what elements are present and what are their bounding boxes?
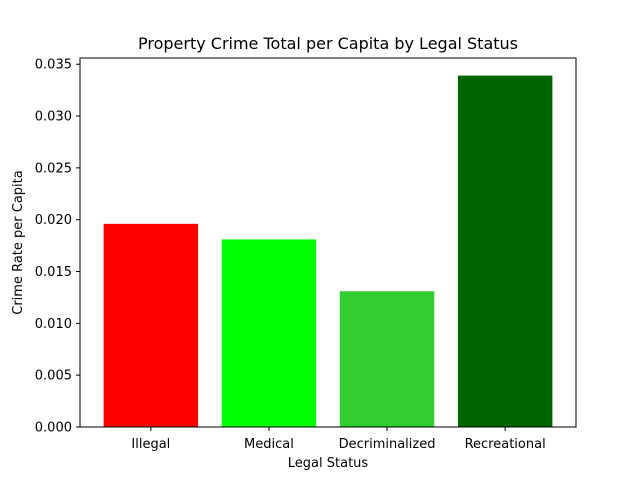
bars-group [103, 75, 553, 428]
y-tick-label: 0.010 [35, 317, 72, 332]
x-tick-label: Medical [244, 437, 294, 452]
y-tick-label: 0.000 [35, 421, 72, 436]
x-axis: Illegal Medical Decriminalized Recreational [131, 427, 546, 452]
bar-medical [221, 239, 317, 427]
bar-decriminalized [339, 291, 435, 427]
y-tick-label: 0.015 [35, 265, 72, 280]
y-tick-label: 0.005 [35, 369, 72, 384]
x-axis-label: Legal Status [288, 456, 369, 471]
y-tick-label: 0.030 [35, 110, 72, 125]
bar-illegal [103, 223, 199, 427]
y-tick-label: 0.035 [35, 58, 72, 73]
x-tick-label: Recreational [465, 437, 546, 452]
x-tick-label: Illegal [131, 437, 170, 452]
y-tick-label: 0.020 [35, 213, 72, 228]
bar-recreational [457, 75, 553, 428]
chart-title: Property Crime Total per Capita by Legal… [138, 34, 518, 53]
y-axis-label: Crime Rate per Capita [11, 170, 26, 314]
x-tick-label: Decriminalized [339, 437, 436, 452]
plot-frame [79, 57, 577, 428]
y-tick-label: 0.025 [35, 161, 72, 176]
y-axis: 0.000 0.005 0.010 0.015 0.020 0.025 0.030 0.035 [35, 58, 80, 436]
